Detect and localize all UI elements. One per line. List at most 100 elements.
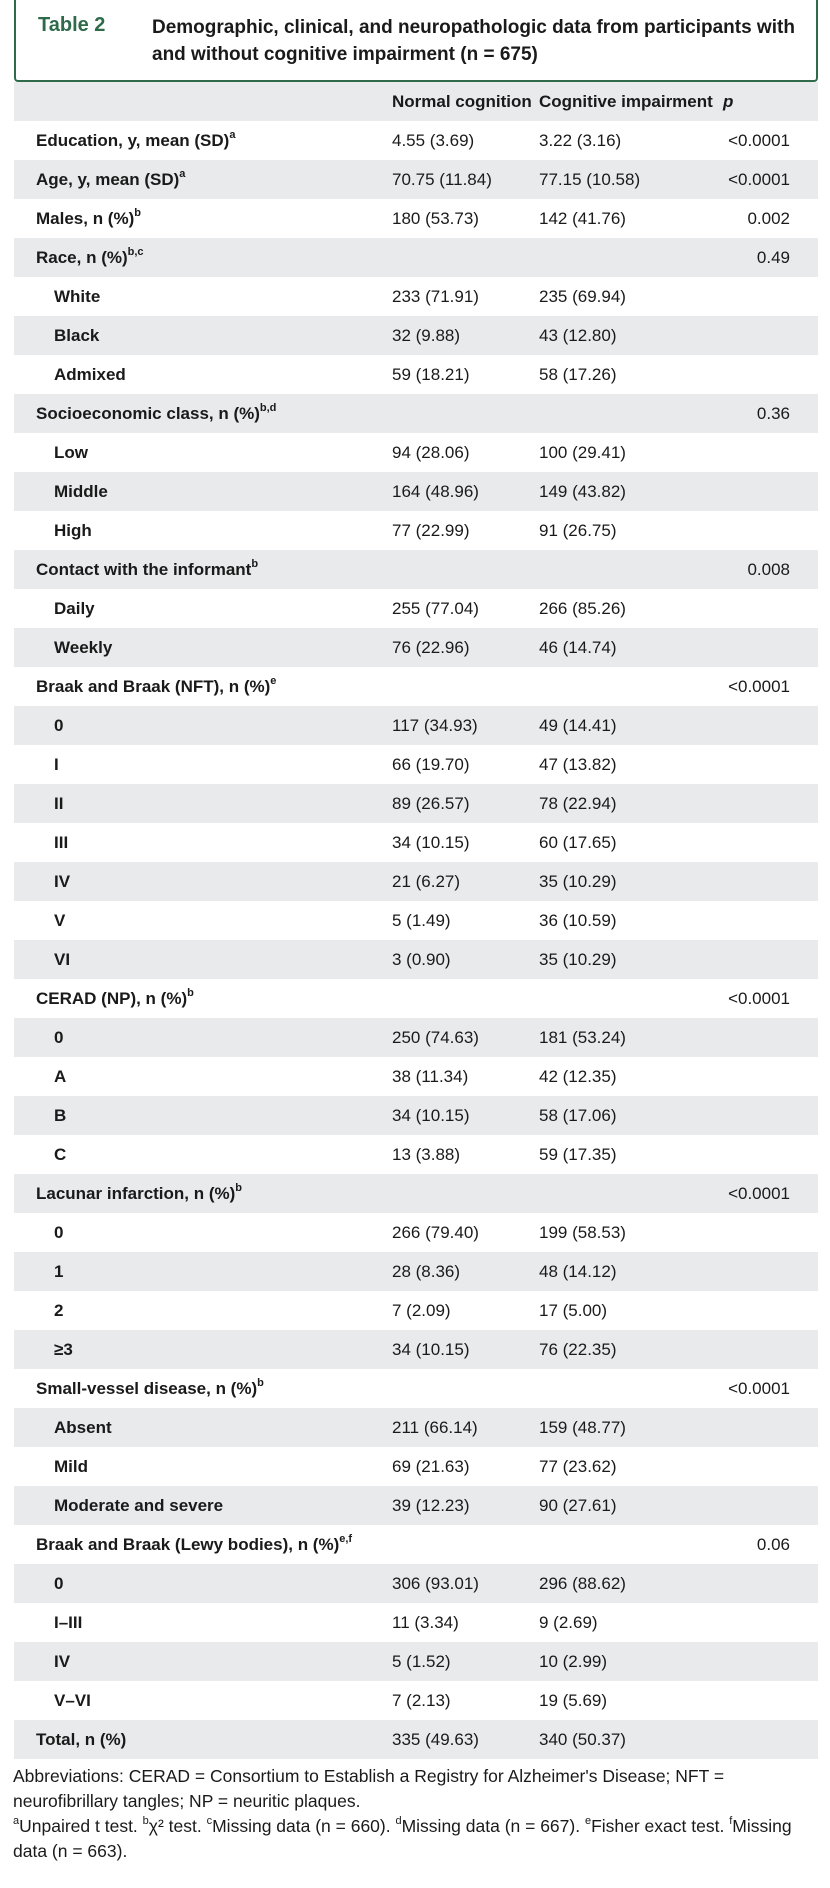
cell-normal-cognition: 94 (28.06)	[392, 443, 470, 462]
row-label: 0	[54, 1018, 63, 1057]
row-label: Weekly	[54, 628, 112, 667]
cell-normal-cognition: 7 (2.13)	[392, 1691, 451, 1710]
footnote-marker: a	[229, 129, 236, 142]
cell-normal-cognition: 211 (66.14)	[392, 1418, 478, 1437]
table-body: Education, y, mean (SD)a 4.55 (3.69) 3.22 …	[14, 121, 818, 1759]
row-label: 2	[54, 1291, 63, 1330]
cell-p-value: <0.0001	[728, 1379, 790, 1398]
cell-cognitive-impairment: 19 (5.69)	[539, 1691, 608, 1710]
table-row: 1 28 (8.36) 48 (14.12)	[14, 1252, 818, 1291]
row-label-text: Males, n (%)	[36, 209, 135, 228]
row-label-text: Braak and Braak (Lewy bodies), n (%)	[36, 1535, 340, 1554]
table-row: 0 266 (79.40) 199 (58.53)	[14, 1213, 818, 1252]
row-label-text: Weekly	[54, 638, 113, 657]
row-label: 1	[54, 1252, 63, 1291]
row-label: 0	[54, 1564, 63, 1603]
row-label-text: IV	[54, 872, 71, 891]
cell-normal-cognition: 335 (49.63)	[392, 1730, 479, 1749]
cell-p-value: <0.0001	[728, 1184, 790, 1203]
row-label-text: C	[54, 1145, 67, 1164]
row-label-text: Socioeconomic class, n (%)	[36, 404, 260, 423]
row-label-text: Middle	[54, 482, 108, 501]
row-label: Socioeconomic class, n (%)b,d	[36, 394, 276, 433]
cell-cognitive-impairment: 59 (17.35)	[539, 1145, 617, 1164]
cell-cognitive-impairment: 149 (43.82)	[539, 482, 626, 501]
row-label: 0	[54, 1213, 63, 1252]
row-label: Mild	[54, 1447, 88, 1486]
footnote-marker: e	[270, 675, 277, 688]
table-row: Total, n (%) 335 (49.63) 340 (50.37)	[14, 1720, 818, 1759]
table-row: V–VI 7 (2.13) 19 (5.69)	[14, 1681, 818, 1720]
footnote-text: Missing data (n = 667).	[401, 1816, 585, 1836]
cell-normal-cognition: 255 (77.04)	[392, 599, 479, 618]
row-label: High	[54, 511, 92, 550]
cell-cognitive-impairment: 181 (53.24)	[539, 1028, 626, 1047]
row-label-text: Black	[54, 326, 100, 345]
cell-normal-cognition: 70.75 (11.84)	[392, 170, 492, 189]
cell-cognitive-impairment: 142 (41.76)	[539, 209, 626, 228]
row-label-text: Age, y, mean (SD)	[36, 170, 180, 189]
table-row: High 77 (22.99) 91 (26.75)	[14, 511, 818, 550]
cell-cognitive-impairment: 199 (58.53)	[539, 1223, 626, 1242]
table-row: 2 7 (2.09) 17 (5.00)	[14, 1291, 818, 1330]
table-row: IV 5 (1.52) 10 (2.99)	[14, 1642, 818, 1681]
table-number: Table 2	[38, 14, 106, 36]
cell-cognitive-impairment: 9 (2.69)	[539, 1613, 598, 1632]
footnote-text: Fisher exact test.	[591, 1816, 730, 1836]
footnote-marker: e,f	[339, 1533, 353, 1546]
cell-cognitive-impairment: 10 (2.99)	[539, 1652, 608, 1671]
row-label-text: 0	[54, 716, 64, 735]
table-row: Socioeconomic class, n (%)b,d 0.36	[14, 394, 818, 433]
row-label: Low	[54, 433, 88, 472]
cell-cognitive-impairment: 48 (14.12)	[539, 1262, 617, 1281]
cell-normal-cognition: 76 (22.96)	[392, 638, 470, 657]
footnote-marker: c	[206, 1815, 213, 1828]
row-label-text: III	[54, 833, 69, 852]
cell-cognitive-impairment: 340 (50.37)	[539, 1730, 626, 1749]
cell-cognitive-impairment: 58 (17.06)	[539, 1106, 617, 1125]
table-row: Braak and Braak (NFT), n (%)e <0.0001	[14, 667, 818, 706]
cell-normal-cognition: 13 (3.88)	[392, 1145, 461, 1164]
cell-normal-cognition: 250 (74.63)	[392, 1028, 479, 1047]
table-row: V 5 (1.49) 36 (10.59)	[14, 901, 818, 940]
cell-cognitive-impairment: 42 (12.35)	[539, 1067, 617, 1086]
row-label-text: Moderate and severe	[54, 1496, 224, 1515]
row-label: Braak and Braak (NFT), n (%)e	[36, 667, 276, 706]
cell-p-value: <0.0001	[728, 677, 790, 696]
cell-cognitive-impairment: 296 (88.62)	[539, 1574, 626, 1593]
row-label-text: Race, n (%)	[36, 248, 128, 267]
cell-cognitive-impairment: 77.15 (10.58)	[539, 170, 641, 189]
row-label-text: 2	[54, 1301, 64, 1320]
cell-cognitive-impairment: 35 (10.29)	[539, 950, 617, 969]
row-label-text: Education, y, mean (SD)	[36, 131, 230, 150]
row-label-text: Daily	[54, 599, 95, 618]
cell-normal-cognition: 21 (6.27)	[392, 872, 461, 891]
row-label: Braak and Braak (Lewy bodies), n (%)e,f	[36, 1525, 352, 1564]
table-title: Demographic, clinical, and neuropatholog…	[152, 17, 795, 65]
row-label-text: Braak and Braak (NFT), n (%)	[36, 677, 271, 696]
footnote-marker: b	[251, 558, 259, 571]
row-label: I–III	[54, 1603, 82, 1642]
table-row: 0 306 (93.01) 296 (88.62)	[14, 1564, 818, 1603]
row-label-text: Contact with the informant	[36, 560, 252, 579]
cell-p-value: 0.49	[756, 248, 790, 267]
cell-cognitive-impairment: 78 (22.94)	[539, 794, 617, 813]
cell-cognitive-impairment: 3.22 (3.16)	[539, 131, 622, 150]
table-row: Middle 164 (48.96) 149 (43.82)	[14, 472, 818, 511]
table-row: Contact with the informantb 0.008	[14, 550, 818, 589]
cell-cognitive-impairment: 159 (48.77)	[539, 1418, 626, 1437]
column-header-cognitive: Cognitive impairment	[539, 92, 713, 111]
row-label: A	[54, 1057, 66, 1096]
table-row: Moderate and severe 39 (12.23) 90 (27.61)	[14, 1486, 818, 1525]
table-row: 0 117 (34.93) 49 (14.41)	[14, 706, 818, 745]
cell-normal-cognition: 180 (53.73)	[392, 209, 479, 228]
cell-cognitive-impairment: 91 (26.75)	[539, 521, 617, 540]
row-label: Absent	[54, 1408, 112, 1447]
row-label-text: Absent	[54, 1418, 112, 1437]
table-row: Mild 69 (21.63) 77 (23.62)	[14, 1447, 818, 1486]
table-row: Black 32 (9.88) 43 (12.80)	[14, 316, 818, 355]
table-row: Absent 211 (66.14) 159 (48.77)	[14, 1408, 818, 1447]
cell-cognitive-impairment: 77 (23.62)	[539, 1457, 617, 1476]
row-label: III	[54, 823, 68, 862]
